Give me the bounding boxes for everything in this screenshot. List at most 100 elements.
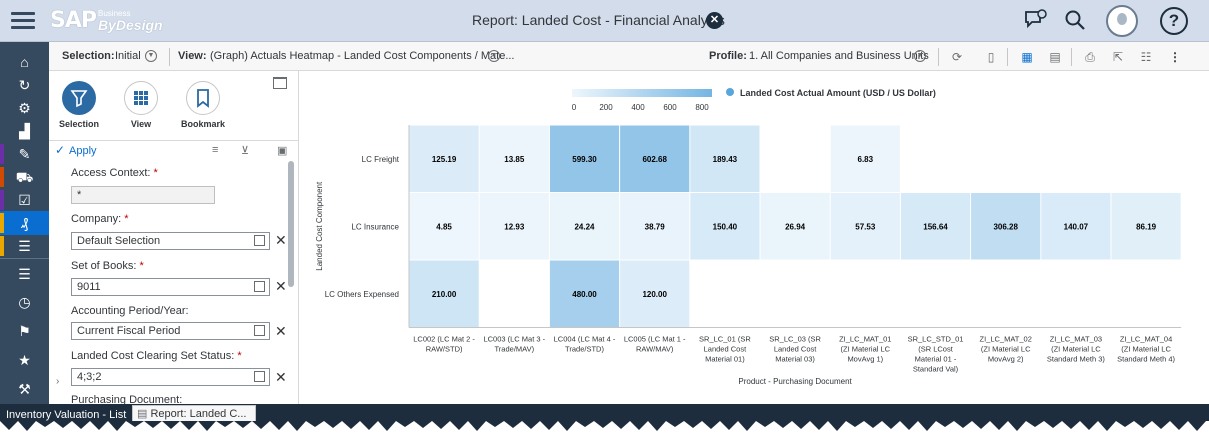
logo-sap-text: SAP <box>50 8 97 33</box>
column-label: SR_LC_03 (SR <box>769 335 821 344</box>
cell-value-label: 156.64 <box>923 222 948 231</box>
view-tab-label: View <box>130 119 152 129</box>
legend-tick-label: 400 <box>631 103 645 112</box>
heatmap-chart: 0 200 400 600 800 Landed Cost Actual Amount (… <box>315 88 1182 386</box>
chevron-down-icon[interactable]: ▼ <box>145 50 157 62</box>
expand-icon[interactable]: › <box>56 376 60 387</box>
heatmap-cell <box>1041 193 1111 260</box>
selection-value[interactable]: Initial <box>115 50 141 62</box>
list-icon[interactable]: ☰ <box>0 234 49 258</box>
avatar[interactable] <box>1106 5 1138 37</box>
table-icon[interactable]: ▦ <box>1021 50 1033 64</box>
sap-logo[interactable]: SAP Business ByDesign <box>50 8 170 34</box>
heatmap-cell <box>409 260 479 327</box>
puzzle-icon[interactable]: ⚒ <box>18 381 31 397</box>
print-icon[interactable]: ⎙ <box>1085 50 1095 64</box>
clear-icon[interactable]: ✕ <box>275 369 287 385</box>
column-label: SR_LC_01 (SR <box>699 335 751 344</box>
column-label: Material 03) <box>775 355 815 364</box>
heatmap-chart-area: 0 200 400 600 800 Landed Cost Actual Amount (… <box>300 71 1209 404</box>
taskbar-tab-inventory[interactable]: Inventory Valuation - List <box>6 409 127 421</box>
export-icon[interactable]: ⇱ <box>1112 50 1124 64</box>
set-of-books-label: Set of Books: * <box>71 260 144 272</box>
set-of-books-label-text: Set of Books: <box>71 260 137 272</box>
clearing-set-status-label: Landed Cost Clearing Set Status: * <box>71 350 242 362</box>
value-help-icon[interactable] <box>254 235 265 246</box>
edit-icon[interactable]: ✎ <box>0 142 49 166</box>
list-icon[interactable]: ☰ <box>18 266 31 282</box>
legend-tick-label: 200 <box>599 103 613 112</box>
access-context-field[interactable]: * <box>71 186 215 204</box>
network-icon[interactable]: ⚙ <box>18 100 31 116</box>
truck-icon[interactable]: ⛟ <box>0 165 49 189</box>
checklist-icon[interactable]: ☑ <box>0 188 49 212</box>
set-of-books-value: 9011 <box>77 281 101 293</box>
profile-label: Profile: <box>709 50 747 62</box>
home-icon[interactable]: ⌂ <box>20 54 29 70</box>
heatmap-cell <box>760 193 830 260</box>
clear-icon[interactable]: ✕ <box>275 232 287 248</box>
bookmark-tab-button[interactable] <box>186 81 220 115</box>
menu-icon[interactable] <box>11 12 35 30</box>
column-label: Standard Meth 4) <box>1117 355 1175 364</box>
panel-scrollbar[interactable] <box>288 161 294 287</box>
chevron-down-icon[interactable]: ▼ <box>914 50 926 62</box>
company-label-text: Company: <box>71 213 122 225</box>
apply-button[interactable]: Apply <box>69 145 97 157</box>
heatmap-cell <box>620 193 690 260</box>
heatmap-cell <box>620 125 690 192</box>
clear-icon[interactable]: ✕ <box>275 278 287 294</box>
filter-settings-icon[interactable]: ≡ <box>212 144 219 156</box>
column-label: Trade/MAV) <box>495 345 535 354</box>
y-axis-title: Landed Cost Component <box>315 181 324 271</box>
row-label: LC Insurance <box>351 222 399 231</box>
search-icon[interactable] <box>1062 9 1088 35</box>
clear-icon[interactable]: ✕ <box>275 323 287 339</box>
cell-value-label: 4.85 <box>436 222 452 231</box>
column-label: Landed Cost <box>774 345 817 354</box>
clock-icon[interactable]: ◷ <box>18 294 31 310</box>
view-value[interactable]: (Graph) Actuals Heatmap - Landed Cost Co… <box>210 50 515 62</box>
taskbar-tab-report[interactable]: ▤ Report: Landed C... <box>132 405 256 423</box>
view-label: View: <box>178 50 207 62</box>
company-field[interactable]: Default Selection <box>71 232 270 250</box>
bar-chart-icon[interactable]: ▟ <box>19 123 30 139</box>
finance-icon[interactable]: ₰ <box>0 211 49 235</box>
value-help-icon[interactable] <box>254 325 265 336</box>
column-label: ZI_LC_MAT_01 <box>839 335 891 344</box>
clearing-set-status-label-text: Landed Cost Clearing Set Status: <box>71 350 235 362</box>
add-filter-icon[interactable]: ⊻ <box>241 145 250 157</box>
feedback-icon[interactable] <box>1022 9 1048 35</box>
set-of-books-field[interactable]: 9011 <box>71 278 270 296</box>
logo-bydesign-text: ByDesign <box>98 17 163 33</box>
value-help-icon[interactable] <box>254 281 265 292</box>
cell-value-label: 12.93 <box>504 222 525 231</box>
clearing-set-status-field[interactable]: 4;3;2 <box>71 368 270 386</box>
value-help-icon[interactable] <box>254 371 265 382</box>
star-icon[interactable]: ★ <box>18 352 31 368</box>
selection-tab-button[interactable] <box>62 81 96 115</box>
heatmap-cell <box>549 125 620 192</box>
collapse-panel-icon[interactable] <box>273 77 287 89</box>
refresh-arrow-icon[interactable]: ↻ <box>18 77 31 93</box>
selection-tab-label: Selection <box>58 119 99 129</box>
more-icon[interactable]: ⋮ <box>1169 50 1181 64</box>
clipboard-icon[interactable]: ▯ <box>987 50 995 64</box>
accounting-period-field[interactable]: Current Fiscal Period <box>71 322 270 340</box>
heatmap-cell <box>1111 193 1181 260</box>
table-settings-icon[interactable]: ▤ <box>1049 50 1061 64</box>
chevron-down-icon[interactable]: ▼ <box>488 50 500 62</box>
settings-icon[interactable]: ☷ <box>1140 50 1152 64</box>
checkmark-icon[interactable]: ✓ <box>55 143 66 157</box>
profile-value[interactable]: 1. All Companies and Business Units <box>749 50 929 62</box>
help-icon[interactable]: ? <box>1160 7 1188 35</box>
close-icon[interactable]: ✕ <box>706 12 723 29</box>
cell-value-label: 602.68 <box>642 155 667 164</box>
legend-tick-label: 0 <box>572 103 577 112</box>
column-label: (ZI Material LC <box>1051 345 1101 354</box>
column-label: ZI_LC_MAT_02 <box>980 335 1032 344</box>
save-icon[interactable]: ▣ <box>277 145 288 157</box>
refresh-icon[interactable]: ⟳ <box>951 50 963 64</box>
view-tab-button[interactable] <box>124 81 158 115</box>
flag-icon[interactable]: ⚑ <box>18 323 31 339</box>
